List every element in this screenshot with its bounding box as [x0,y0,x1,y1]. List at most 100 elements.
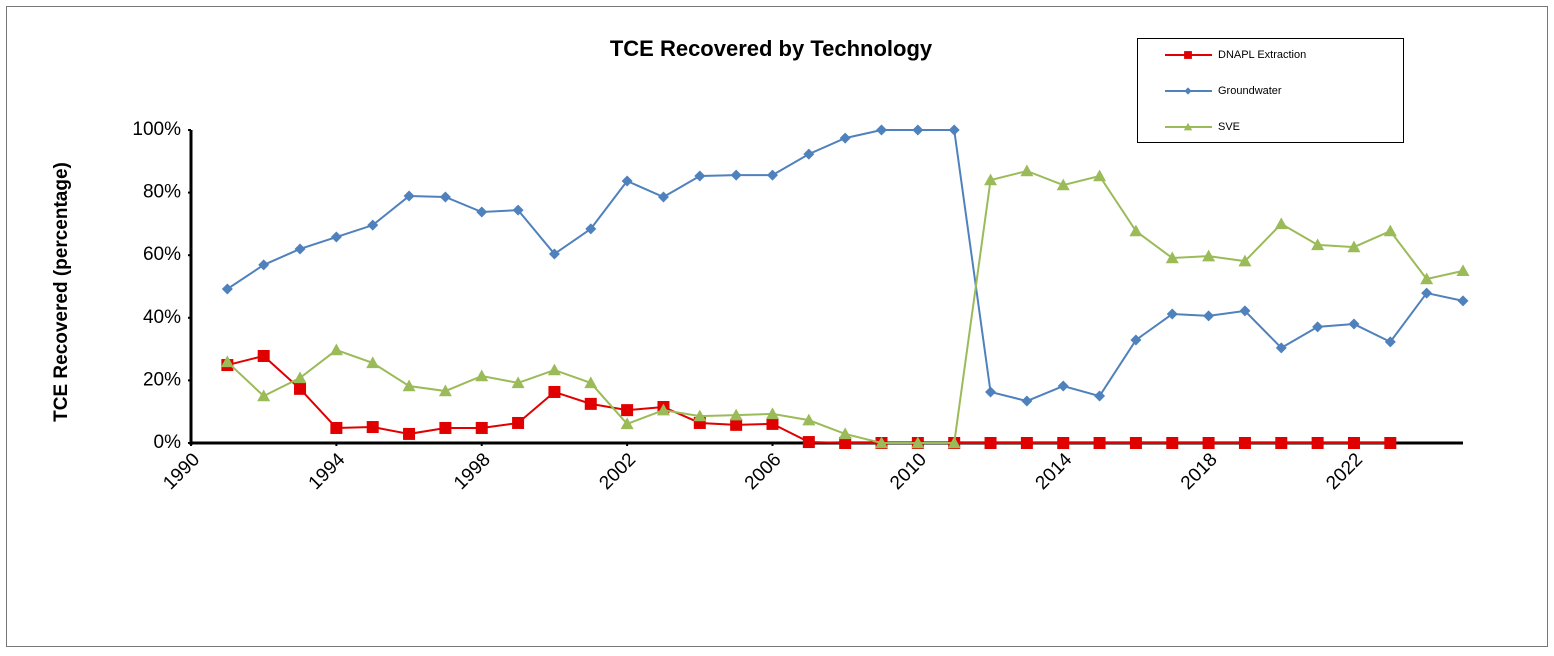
marker [1312,321,1324,333]
marker [512,416,525,429]
marker [257,349,270,362]
marker [657,191,669,203]
marker [802,436,815,449]
marker [1421,287,1433,299]
marker [838,427,852,440]
marker [329,343,343,356]
marker [948,124,960,136]
marker [1130,334,1142,346]
y-tick-label: 60% [143,244,181,265]
marker [1166,437,1179,449]
marker [1347,437,1360,449]
marker [1238,254,1252,267]
marker [730,418,743,431]
marker [1020,164,1034,177]
marker [403,427,416,440]
marker [584,376,598,389]
marker [984,437,997,449]
marker [803,148,815,160]
marker [729,408,743,421]
marker [1057,380,1069,392]
marker [693,409,707,422]
marker [548,248,560,260]
marker [620,417,634,430]
marker [476,206,488,218]
marker [439,191,451,203]
marker [984,173,998,186]
chart-title: TCE Recovered by Technology [610,36,933,61]
marker [1203,310,1215,322]
marker [1384,336,1396,348]
marker [1129,224,1143,237]
marker [1456,264,1470,277]
marker [1311,238,1325,251]
marker [1348,318,1360,330]
marker [257,389,271,402]
marker [839,437,852,449]
marker [1165,251,1179,264]
marker [1056,178,1070,191]
marker [511,376,525,389]
marker [621,175,633,187]
marker [802,413,816,426]
marker [694,170,706,182]
marker [294,243,306,255]
marker [475,421,488,434]
marker [656,403,670,416]
y-tick-label: 20% [143,369,181,390]
marker [221,283,233,295]
marker [766,169,778,181]
marker [765,407,779,420]
legend-marker [1183,122,1193,131]
marker [403,190,415,202]
marker [1202,249,1216,262]
marker [548,385,561,398]
marker [1457,295,1469,307]
marker [402,379,416,392]
marker [1347,240,1361,253]
marker [912,124,924,136]
marker [985,386,997,398]
marker [438,384,452,397]
marker [1166,308,1178,320]
marker [366,421,379,434]
marker [839,132,851,144]
marker [875,436,889,449]
legend-marker [1184,51,1192,59]
y-tick-label: 0% [154,432,182,453]
marker [330,231,342,243]
marker [1384,437,1397,449]
marker [439,421,452,434]
marker [294,382,307,395]
y-tick-label: 40% [143,307,181,328]
marker [366,356,380,369]
marker [911,436,925,449]
marker [876,124,888,136]
marker [585,223,597,235]
legend-marker [1184,87,1192,95]
marker [1129,437,1142,449]
marker [330,421,343,434]
marker [730,169,742,181]
marker [1275,342,1287,354]
marker [584,397,597,410]
marker [621,404,634,417]
marker [512,204,524,216]
marker [766,417,779,430]
legend-label: Groundwater [1218,85,1282,97]
marker [1274,217,1288,230]
marker [1311,437,1324,449]
marker [1021,395,1033,407]
marker [475,369,489,382]
marker [1093,169,1107,182]
marker [1057,437,1070,449]
marker [1202,437,1215,449]
marker [1093,437,1106,449]
marker [947,436,961,449]
marker [258,259,270,271]
marker [1238,437,1251,449]
marker [1420,272,1434,285]
marker [1275,437,1288,449]
marker [1094,390,1106,402]
